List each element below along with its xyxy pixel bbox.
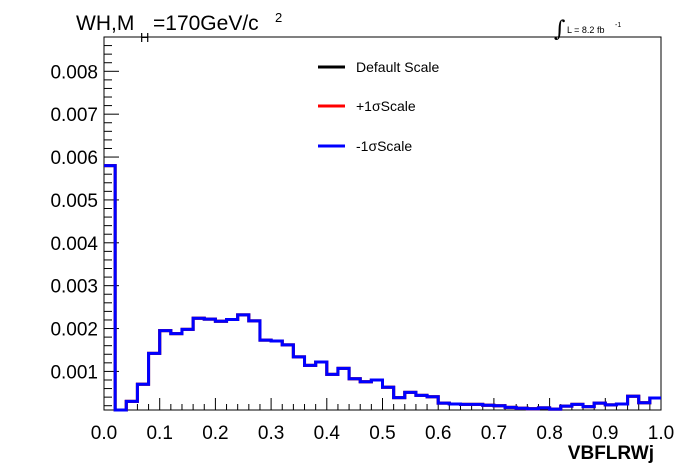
chart-title-rest: =170GeV/c [153,12,259,35]
x-tick-label: 0.6 [425,423,451,444]
x-tick-label: 0.2 [202,423,228,444]
series-group [104,164,661,412]
lumi-label: L = 8.2 fb [567,25,604,35]
x-tick-label: 0.5 [369,423,395,444]
x-axis: 0.0 0.1 0.2 0.3 0.4 0.5 0.6 0.7 0.8 0.9 1.0 [91,398,674,444]
chart-title-superscript: 2 [275,10,282,25]
lumi-superscript: -1 [615,22,621,29]
legend: Default Scale +1σScale -1σScale [318,59,439,154]
x-tick-label: 0.0 [91,423,117,444]
y-tick-label: 0.005 [50,191,98,212]
x-tick-label: 0.1 [146,423,172,444]
y-tick-label: 0.001 [50,362,98,383]
legend-label-3: -1σScale [356,138,412,154]
x-tick-label: 0.9 [592,423,618,444]
x-tick-label: 0.7 [481,423,507,444]
x-tick-label: 0.4 [314,423,341,444]
y-axis: 0.001 0.002 0.003 0.004 0.005 0.006 0.007 0.008 [50,36,119,407]
integral-symbol: ∫ [554,17,566,42]
x-tick-label: 0.8 [536,423,562,444]
y-tick-label: 0.007 [50,105,98,126]
y-tick-label: 0.003 [50,277,98,298]
x-axis-label: VBFLRWj [568,443,654,464]
series-line-3 [104,164,661,412]
legend-label-2: +1σScale [356,98,416,114]
y-tick-label: 0.004 [50,234,98,255]
y-tick-label: 0.006 [50,148,98,169]
y-tick-label: 0.002 [50,320,98,341]
x-tick-label: 0.3 [258,423,284,444]
chart-title-main: WH,M [76,12,134,35]
y-tick-label: 0.008 [50,62,98,83]
legend-label-1: Default Scale [356,59,439,75]
x-tick-label: 1.0 [648,423,674,444]
